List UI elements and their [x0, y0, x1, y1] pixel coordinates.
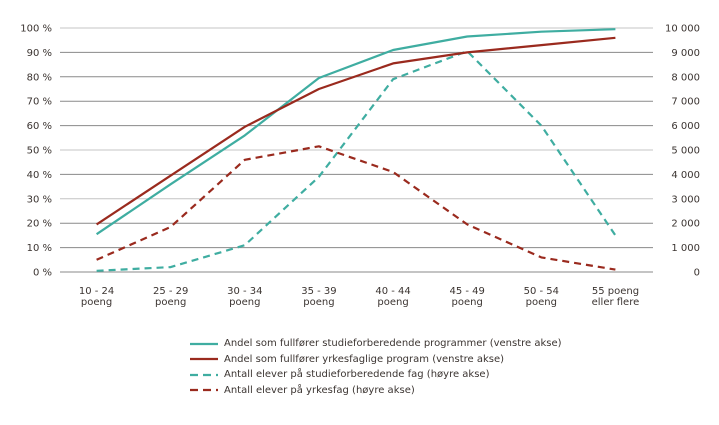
- left-tick-label: 90 %: [27, 48, 52, 59]
- right-tick-label: 7 000: [671, 97, 700, 108]
- right-tick-label: 0: [694, 268, 700, 279]
- legend-label: Antall elever på yrkesfag (høyre akse): [224, 384, 415, 396]
- legend-label: Antall elever på studieforberedende fag …: [224, 369, 490, 381]
- legend-swatch: [190, 370, 218, 380]
- series-line-2: [95, 36, 616, 226]
- right-tick-label: 1 000: [671, 243, 700, 254]
- x-tick-label: 30 - 34: [227, 286, 262, 297]
- x-tick-label: poeng: [377, 297, 408, 308]
- right-tick-label: 9 000: [671, 48, 700, 59]
- legend-label: Andel som fullfører studieforberedende p…: [224, 338, 562, 350]
- series-line-4: [96, 145, 616, 271]
- x-tick-label: 35 - 39: [301, 286, 336, 297]
- x-tick-label: poeng: [303, 297, 334, 308]
- x-tick-label: poeng: [155, 297, 186, 308]
- series-line-1: [95, 28, 616, 236]
- x-tick-label: 10 - 24: [79, 286, 114, 297]
- legend: Andel som fullfører studieforberedende p…: [190, 336, 562, 398]
- right-tick-label: 6 000: [671, 121, 700, 132]
- legend-item: Andel som fullfører studieforberedende p…: [190, 336, 562, 352]
- x-tick-label: 40 - 44: [375, 286, 410, 297]
- left-tick-label: 10 %: [27, 243, 52, 254]
- legend-item: Andel som fullfører yrkesfaglige program…: [190, 352, 562, 368]
- left-tick-label: 20 %: [27, 219, 52, 230]
- left-tick-label: 40 %: [27, 170, 52, 181]
- left-tick-label: 60 %: [27, 121, 52, 132]
- right-tick-label: 10 000: [665, 24, 700, 35]
- legend-swatch: [190, 385, 218, 395]
- left-tick-label: 0 %: [33, 268, 52, 279]
- left-tick-label: 100 %: [20, 24, 52, 35]
- x-tick-label: 55 poeng: [592, 286, 639, 297]
- x-tick-label: poeng: [229, 297, 260, 308]
- legend-item: Antall elever på studieforberedende fag …: [190, 367, 562, 383]
- left-tick-label: 50 %: [27, 146, 52, 157]
- left-axis: 0 % 10 % 20 % 30 % 40 % 50 % 60 % 70 % 80 % 90 % 1…: [20, 24, 52, 279]
- x-tick-label: eller flere: [592, 297, 640, 308]
- right-tick-label: 2 000: [671, 219, 700, 230]
- series-line-3: [96, 50, 617, 272]
- x-tick-label: poeng: [452, 297, 483, 308]
- legend-swatch: [190, 354, 218, 364]
- right-tick-label: 8 000: [671, 72, 700, 83]
- right-tick-label: 3 000: [671, 194, 700, 205]
- left-tick-label: 30 %: [27, 194, 52, 205]
- right-tick-label: 5 000: [671, 146, 700, 157]
- right-tick-label: 4 000: [671, 170, 700, 181]
- x-tick-label: 25 - 29: [153, 286, 188, 297]
- x-tick-label: poeng: [526, 297, 557, 308]
- series-lines: [95, 28, 617, 272]
- x-tick-label: 45 - 49: [449, 286, 484, 297]
- x-tick-label: poeng: [81, 297, 112, 308]
- right-axis: 0 1 000 2 000 3 000 4 000 5 000 6 000 7 000 8 00…: [665, 24, 700, 279]
- x-tick-label: 50 - 54: [524, 286, 559, 297]
- left-tick-label: 70 %: [27, 97, 52, 108]
- left-tick-label: 80 %: [27, 72, 52, 83]
- legend-swatch: [190, 339, 218, 349]
- legend-label: Andel som fullfører yrkesfaglige program…: [224, 353, 505, 365]
- legend-item: Antall elever på yrkesfag (høyre akse): [190, 383, 562, 399]
